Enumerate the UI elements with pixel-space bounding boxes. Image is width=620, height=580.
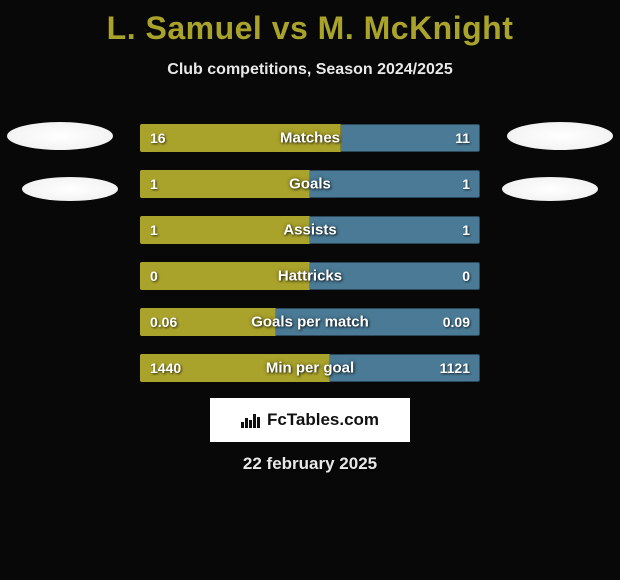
stat-row-matches: 16 Matches 11 <box>140 124 480 152</box>
stat-label: Hattricks <box>278 268 342 285</box>
stat-left-value: 16 <box>150 130 166 146</box>
date-label: 22 february 2025 <box>243 454 377 474</box>
stat-right-value: 0 <box>462 268 470 284</box>
stat-label: Goals per match <box>251 314 369 331</box>
stat-left-value: 0.06 <box>150 314 177 330</box>
stat-row-assists: 1 Assists 1 <box>140 216 480 244</box>
stat-right-value: 1121 <box>440 360 470 376</box>
stat-left-value: 1 <box>150 176 158 192</box>
stat-row-min-per-goal: 1440 Min per goal 1121 <box>140 354 480 382</box>
brand-box: FcTables.com <box>210 398 410 442</box>
stat-left-value: 0 <box>150 268 158 284</box>
player-left-ellipse <box>7 122 113 150</box>
stat-label: Goals <box>289 176 331 193</box>
stat-right-value: 0.09 <box>443 314 470 330</box>
stat-row-goals: 1 Goals 1 <box>140 170 480 198</box>
stat-label: Matches <box>280 130 340 147</box>
stat-right-value: 1 <box>462 222 470 238</box>
stat-right-value: 11 <box>455 130 470 146</box>
stat-row-goals-per-match: 0.06 Goals per match 0.09 <box>140 308 480 336</box>
stat-row-hattricks: 0 Hattricks 0 <box>140 262 480 290</box>
brand-text: FcTables.com <box>267 410 379 430</box>
player-left-ellipse-2 <box>22 177 118 201</box>
player-right-ellipse-2 <box>502 177 598 201</box>
subtitle: Club competitions, Season 2024/2025 <box>0 61 620 79</box>
player-right-ellipse <box>507 122 613 150</box>
stat-right-value: 1 <box>462 176 470 192</box>
bar-left-fill <box>140 170 310 198</box>
stat-left-value: 1440 <box>150 360 181 376</box>
page-title: L. Samuel vs M. McKnight <box>0 0 620 47</box>
bars-icon <box>241 412 261 428</box>
stat-label: Min per goal <box>266 360 354 377</box>
comparison-bars: 16 Matches 11 1 Goals 1 1 Assists 1 0 Ha… <box>140 124 480 400</box>
stat-label: Assists <box>283 222 336 239</box>
stat-left-value: 1 <box>150 222 158 238</box>
